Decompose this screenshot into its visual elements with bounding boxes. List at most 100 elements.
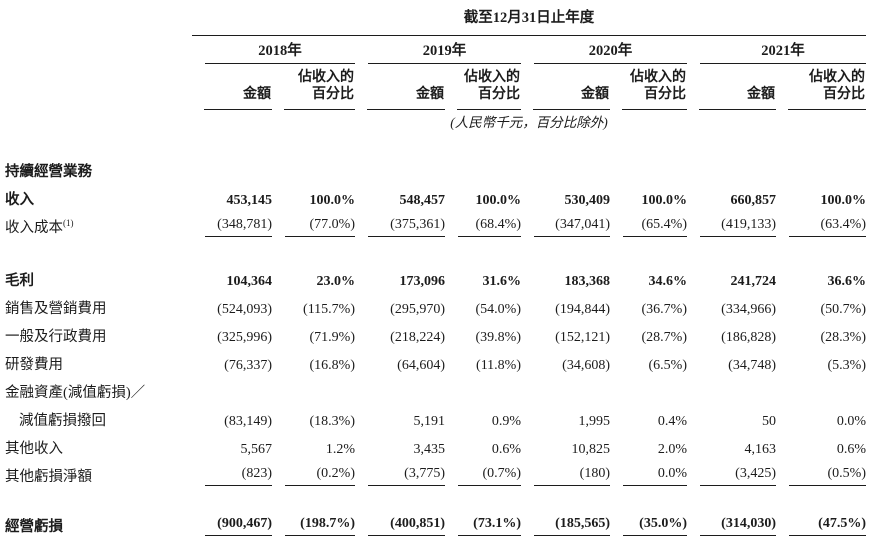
value-cell: (524,093) xyxy=(217,301,272,317)
value-cell xyxy=(610,153,687,181)
col-header-amount: 金額 xyxy=(687,64,776,111)
value-cell: 660,857 xyxy=(730,192,777,208)
spacer xyxy=(2,237,866,262)
row-label: 收入 xyxy=(5,192,34,209)
row-label: 一般及行政費用 xyxy=(5,329,107,346)
value-cell: (180) xyxy=(521,458,610,487)
value-cell: (334,966) xyxy=(721,301,776,317)
row-label: 其他虧損淨額 xyxy=(5,469,92,486)
value-cell: (295,970) xyxy=(390,301,445,317)
value-cell: 2.0% xyxy=(657,441,687,457)
value-cell: 0.6% xyxy=(491,441,521,457)
value-cell xyxy=(192,374,272,402)
row-label: 研發費用 xyxy=(5,357,63,374)
value-cell: (35.0%) xyxy=(610,508,687,537)
row-label: 毛利 xyxy=(5,273,34,290)
row-label: 減值虧損撥回 xyxy=(19,413,106,430)
value-cell: (68.4%) xyxy=(445,209,521,238)
value-cell: (185,565) xyxy=(521,508,610,537)
table-body: 持續經營業務 收入 453,145 100.0% 548,457 100.0% 530,40… xyxy=(2,153,867,537)
col-header-amount: 金額 xyxy=(521,64,610,111)
table-title: 截至12月31日止年度 xyxy=(192,0,866,37)
value-cell: 4,163 xyxy=(744,441,777,457)
value-cell: 100.0% xyxy=(820,192,867,208)
row-label: 金融資產(減值虧損)／ xyxy=(5,385,146,402)
table-row: 持續經營業務 xyxy=(2,153,866,181)
value-cell: (50.7%) xyxy=(820,301,867,317)
value-cell: (347,041) xyxy=(521,209,610,238)
value-cell: (186,828) xyxy=(721,329,776,345)
value-cell: (47.5%) xyxy=(776,508,866,537)
value-cell: (76,337) xyxy=(224,357,272,373)
value-cell: 0.6% xyxy=(836,441,866,457)
income-statement-table: 截至12月31日止年度 2018年 2019年 2020年 2021年 金額 佔收入的百… xyxy=(2,0,867,537)
value-cell: (3,775) xyxy=(355,458,445,487)
column-header-row: 金額 佔收入的 百分比 金額 佔收入的 百分比 金額 佔收入的 百分比 金額 佔收入的 百分比 xyxy=(2,64,866,111)
table-row: 其他收入 5,567 1.2% 3,435 0.6% 10,825 2.0% 4,163 0.6… xyxy=(2,430,866,458)
value-cell: 31.6% xyxy=(482,273,522,289)
value-cell xyxy=(445,153,521,181)
value-cell: 50 xyxy=(762,413,776,429)
value-cell: (0.5%) xyxy=(776,458,866,487)
value-cell: 0.0% xyxy=(836,413,866,429)
value-cell: (73.1%) xyxy=(445,508,521,537)
value-cell: 241,724 xyxy=(730,273,777,289)
value-cell xyxy=(776,153,866,181)
value-cell: (28.3%) xyxy=(820,329,867,345)
value-cell: (152,121) xyxy=(555,329,610,345)
spacer-row xyxy=(2,486,866,508)
value-cell: (0.7%) xyxy=(445,458,521,487)
value-cell: (36.7%) xyxy=(641,301,688,317)
year-row-label-gap xyxy=(2,36,192,65)
spacer-row xyxy=(2,237,866,262)
value-cell: (375,361) xyxy=(355,209,445,238)
row-label: 經營虧損 xyxy=(5,519,63,536)
value-cell: (3,425) xyxy=(687,458,776,487)
col-header-amount: 金額 xyxy=(192,64,272,111)
units-note-row: (人民幣千元，百分比除外) xyxy=(2,110,866,133)
value-cell xyxy=(272,374,355,402)
value-cell: (5.3%) xyxy=(827,357,867,373)
value-cell: (400,851) xyxy=(355,508,445,537)
value-cell: (314,030) xyxy=(687,508,776,537)
value-cell: (77.0%) xyxy=(272,209,355,238)
table-row: 收入成本(1) (348,781) (77.0%) (375,361) (68.4%)(… xyxy=(2,209,866,238)
value-cell xyxy=(521,153,610,181)
value-cell: 3,435 xyxy=(413,441,446,457)
value-cell: 100.0% xyxy=(475,192,522,208)
value-cell: 100.0% xyxy=(641,192,688,208)
spacer xyxy=(2,133,866,153)
value-cell: 34.6% xyxy=(648,273,688,289)
value-cell: (823) xyxy=(192,458,272,487)
value-cell: 5,191 xyxy=(413,413,446,429)
col-header-percent: 佔收入的 百分比 xyxy=(445,64,521,111)
value-cell: 100.0% xyxy=(309,192,356,208)
table-row: 銷售及營銷費用 (524,093) (115.7%) (295,970) (54.0%)… xyxy=(2,290,866,318)
col-header-percent: 佔收入的 百分比 xyxy=(272,64,355,111)
year-header: 2021年 xyxy=(687,36,866,65)
value-cell xyxy=(687,153,776,181)
value-cell xyxy=(776,374,866,402)
year-header: 2019年 xyxy=(355,36,521,65)
value-cell: (63.4%) xyxy=(776,209,866,238)
value-cell: 1,995 xyxy=(578,413,611,429)
value-cell: 183,368 xyxy=(564,273,611,289)
value-cell: (900,467) xyxy=(192,508,272,537)
value-cell: (6.5%) xyxy=(648,357,688,373)
value-cell xyxy=(192,153,272,181)
value-cell: (34,608) xyxy=(562,357,610,373)
title-row-label-gap xyxy=(2,0,192,36)
value-cell: 0.0% xyxy=(610,458,687,487)
value-cell: (0.2%) xyxy=(272,458,355,487)
value-cell: (11.8%) xyxy=(476,357,521,373)
value-cell: 1.2% xyxy=(325,441,355,457)
table-row: 一般及行政費用 (325,996) (71.9%) (218,224) (39.8%) (… xyxy=(2,318,866,346)
value-cell: (34,748) xyxy=(728,357,776,373)
value-cell: 23.0% xyxy=(316,273,356,289)
value-cell: (65.4%) xyxy=(610,209,687,238)
value-cell: 10,825 xyxy=(571,441,611,457)
title-row: 截至12月31日止年度 xyxy=(2,0,866,37)
row-label: 銷售及營銷費用 xyxy=(5,301,107,318)
value-cell: (218,224) xyxy=(390,329,445,345)
